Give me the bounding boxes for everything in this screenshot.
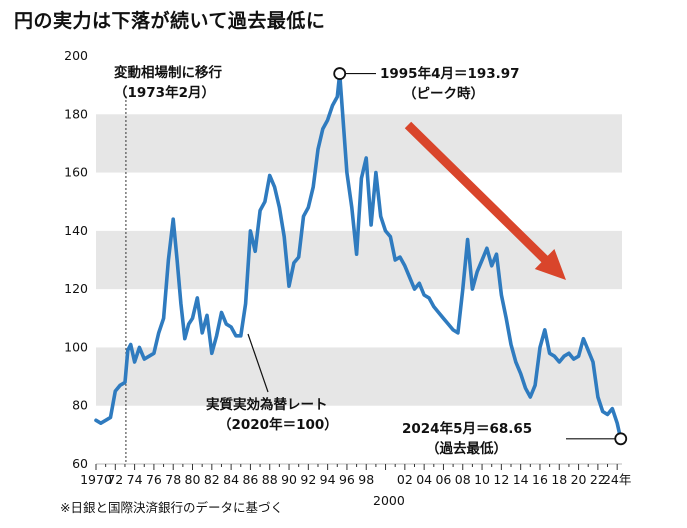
x-tick-label-2012: 12 [493,472,509,487]
series-label-leader-line [247,333,269,393]
y-tick-label-80: 80 [72,398,88,413]
x-tick-label-2008: 08 [455,472,471,487]
x-tick-label-1994: 94 [320,472,336,487]
y-tick-label-120: 120 [64,281,88,296]
y-axis-ticks: 60 80 100 120 140 160 180 200 [64,48,88,471]
annotation-peak: 1995年4月＝193.97 [380,65,520,82]
x-tick-label-1982: 82 [204,472,220,487]
y-tick-label-200: 200 [64,48,88,63]
x-tick-label-1990: 90 [281,472,297,487]
annotation-peak-note: （ピーク時） [403,85,484,102]
annotation-series-name: 実質実効為替レート [206,396,328,413]
x-tick-label-1992: 92 [300,472,316,487]
x-tick-label-1972: 72 [107,472,123,487]
y-tick-label-100: 100 [64,339,88,354]
peak-marker [333,67,347,80]
background-bands [96,114,622,406]
annotation-record-low: 2024年5月＝68.65 [402,420,532,437]
x-tick-label-2002: 02 [397,472,413,487]
x-tick-label-1978: 78 [165,472,181,487]
annotations: 変動相場制に移行 （1973年2月） 1995年4月＝193.97 （ピーク時）… [114,64,628,457]
x-tick-label-2000: 2000 [373,493,405,508]
y-tick-label-160: 160 [64,165,88,180]
x-tick-label-1984: 84 [223,472,239,487]
x-tick-label-2006: 06 [435,472,451,487]
x-tick-label-1986: 86 [242,472,258,487]
y-tick-label-180: 180 [64,106,88,121]
x-tick-label-1980: 80 [185,472,201,487]
x-tick-label-1998: 98 [358,472,374,487]
x-tick-label-2014: 14 [513,472,529,487]
y-tick-label-60: 60 [72,456,88,471]
footnote: ※日銀と国際決済銀行のデータに基づく 2000 [60,493,405,516]
x-tick-label-2004: 04 [416,472,432,487]
band-80 [96,347,622,406]
x-tick-label-1974: 74 [127,472,143,487]
x-tick-label-1970: 1970 [80,472,112,487]
series-line-real-effective-rate [94,71,623,441]
x-tick-label-1996: 96 [339,472,355,487]
x-tick-label-1976: 76 [146,472,162,487]
x-tick-label-2010: 10 [474,472,490,487]
band-160 [96,114,622,173]
x-tick-label-2022: 22 [590,472,606,487]
annotation-float-regime-date: （1973年2月） [114,84,215,101]
x-tick-label-2016: 16 [532,472,548,487]
x-tick-label-2020: 20 [571,472,587,487]
chart-title: 円の実力は下落が続いて過去最低に [14,10,326,32]
downtrend-arrow [404,121,566,280]
y-tick-label-140: 140 [64,223,88,238]
footnote-text: ※日銀と国際決済銀行のデータに基づく [60,500,283,515]
annotation-float-regime: 変動相場制に移行 [114,64,222,81]
annotation-record-low-note: （過去最低） [426,440,507,457]
low-marker [614,432,628,446]
x-tick-label-2018: 18 [551,472,567,487]
annotation-series-base: （2020年＝100） [218,416,338,433]
x-tick-label-2024: 24年 [603,472,631,487]
x-tick-label-1988: 88 [262,472,278,487]
